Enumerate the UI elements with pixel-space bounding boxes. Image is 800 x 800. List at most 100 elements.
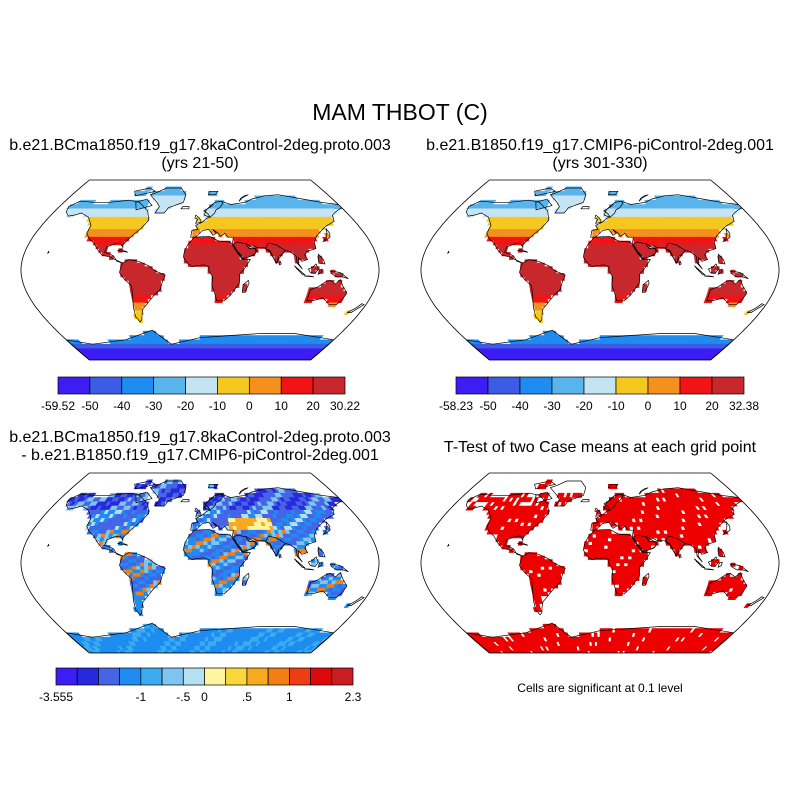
coast-sumatra	[294, 558, 306, 569]
panel1-title: b.e21.BCma1850.f19_g17.8kaControl-2deg.p…	[0, 137, 400, 173]
coast-borneo	[307, 556, 319, 567]
coast-ellesmere	[534, 480, 557, 490]
colorbar-tick-label: 0	[245, 399, 253, 413]
colorbar-swatch	[248, 376, 282, 395]
coast-india	[265, 242, 286, 264]
coast-svalbard	[608, 483, 619, 489]
colorbar-tick-label: -3.555	[38, 690, 74, 704]
coast-new-zealand	[747, 303, 765, 313]
colorbar-swatch	[519, 376, 553, 395]
coast-australia	[306, 572, 348, 599]
colorbar-panel-3	[55, 667, 354, 686]
panel3-case-a: b.e21.BCma1850.f19_g17.8kaControl-2deg.p…	[9, 429, 391, 446]
colorbar-panel-1	[57, 376, 346, 395]
map-border	[20, 179, 380, 361]
colorbar-tick-label: 2.3	[344, 690, 362, 704]
colorbar-tick-label: -50	[81, 399, 99, 413]
coast-borneo	[707, 556, 719, 567]
coast-sri-lanka	[678, 260, 682, 266]
coast-south-america	[119, 259, 166, 323]
colorbar-swatch	[711, 376, 745, 395]
colorbar-tick-label: -58.23	[438, 399, 474, 413]
colorbar-swatch	[310, 667, 333, 686]
coast-cuba	[517, 249, 529, 253]
coast-scandinavia	[603, 493, 624, 511]
coast-sulawesi	[717, 561, 723, 568]
coast-madagascar	[241, 279, 250, 293]
coast-philippines	[717, 253, 726, 265]
coast-svalbard	[208, 483, 219, 489]
colorbar-tick-label: -30	[543, 399, 561, 413]
colorbar-tick-label: 30.22	[329, 399, 361, 413]
coast-iceland	[180, 206, 190, 210]
figure-title: MAM THBOT (C)	[312, 99, 488, 125]
coast-new-zealand	[347, 596, 365, 606]
coast-novaya-zemlya	[238, 487, 249, 495]
coast-india	[665, 535, 686, 557]
coast-greenland	[149, 187, 187, 214]
colorbar-tick-label: 20	[306, 399, 320, 413]
map-border	[420, 472, 780, 654]
colorbar-panel-2	[455, 376, 745, 395]
colorbar-swatch	[185, 376, 218, 395]
colorbar-tick-label: 32.38	[728, 399, 760, 413]
colorbar-swatch	[455, 376, 489, 395]
coast-borneo	[707, 263, 719, 274]
coast-iceland	[180, 499, 190, 503]
colorbar-swatch	[615, 376, 649, 395]
coast-arabia	[632, 241, 657, 260]
colorbar-labels-panel-3: -3.555 -1 -.5 0 .5 1 2.3	[39, 690, 361, 706]
colorbar-tick-label: -20	[176, 399, 195, 413]
colorbar-tick-label: -40	[511, 399, 529, 413]
coast-sumatra	[294, 265, 306, 276]
coast-greenland	[549, 187, 587, 214]
coast-madagascar	[641, 572, 650, 586]
colorbar-swatch	[217, 376, 250, 395]
coast-south-america	[519, 552, 566, 616]
coast-north-america	[465, 492, 550, 557]
coast-hawaii	[47, 543, 50, 548]
coast-india	[665, 242, 686, 264]
coast-greenland	[149, 480, 187, 507]
colorbar-swatch	[331, 667, 354, 686]
significance-note: Cells are significant at 0.1 level	[517, 681, 683, 695]
coast-hawaii	[447, 250, 450, 255]
coast-madagascar	[641, 279, 650, 293]
colorbar-swatch	[246, 667, 269, 686]
colorbar-labels-panel-2: -58.23 -50 -40 -30 -20 -10 0 10 20 32.38	[439, 399, 759, 415]
coast-uk	[594, 214, 602, 224]
coastlines	[47, 480, 365, 653]
coast-africa	[182, 235, 251, 302]
colorbar-tick-label: -30	[144, 399, 163, 413]
coast-baffin	[135, 491, 153, 504]
colorbar-swatch	[55, 667, 78, 686]
coast-new-zealand	[747, 596, 765, 606]
coast-uk	[194, 214, 202, 224]
colorbar-tick-label: 0	[644, 399, 652, 413]
colorbar-tick-label: -10	[208, 399, 227, 413]
colorbar-tick-label: -59.52	[40, 399, 76, 413]
colorbar-tick-label: 20	[705, 399, 719, 413]
coast-philippines	[317, 253, 326, 265]
coast-new-guinea	[729, 563, 749, 573]
coast-new-guinea	[329, 270, 349, 280]
coast-iceland	[580, 206, 590, 210]
coast-philippines	[317, 546, 326, 558]
coast-japan	[722, 228, 731, 243]
coast-ellesmere	[534, 187, 557, 197]
coast-australia	[306, 279, 348, 306]
coast-java	[304, 568, 315, 571]
colorbar-swatch	[76, 667, 99, 686]
coast-ellesmere	[134, 480, 157, 490]
coast-australia	[706, 279, 748, 306]
map-border	[420, 179, 780, 361]
coast-north-america	[465, 199, 550, 264]
coast-java	[704, 275, 715, 278]
colorbar-tick-label: 10	[274, 399, 288, 413]
coast-cuba	[517, 542, 529, 546]
colorbar-swatch	[153, 376, 186, 395]
panel2-title: b.e21.B1850.f19_g17.CMIP6-piControl-2deg…	[400, 137, 800, 173]
coast-ellesmere	[134, 187, 157, 197]
